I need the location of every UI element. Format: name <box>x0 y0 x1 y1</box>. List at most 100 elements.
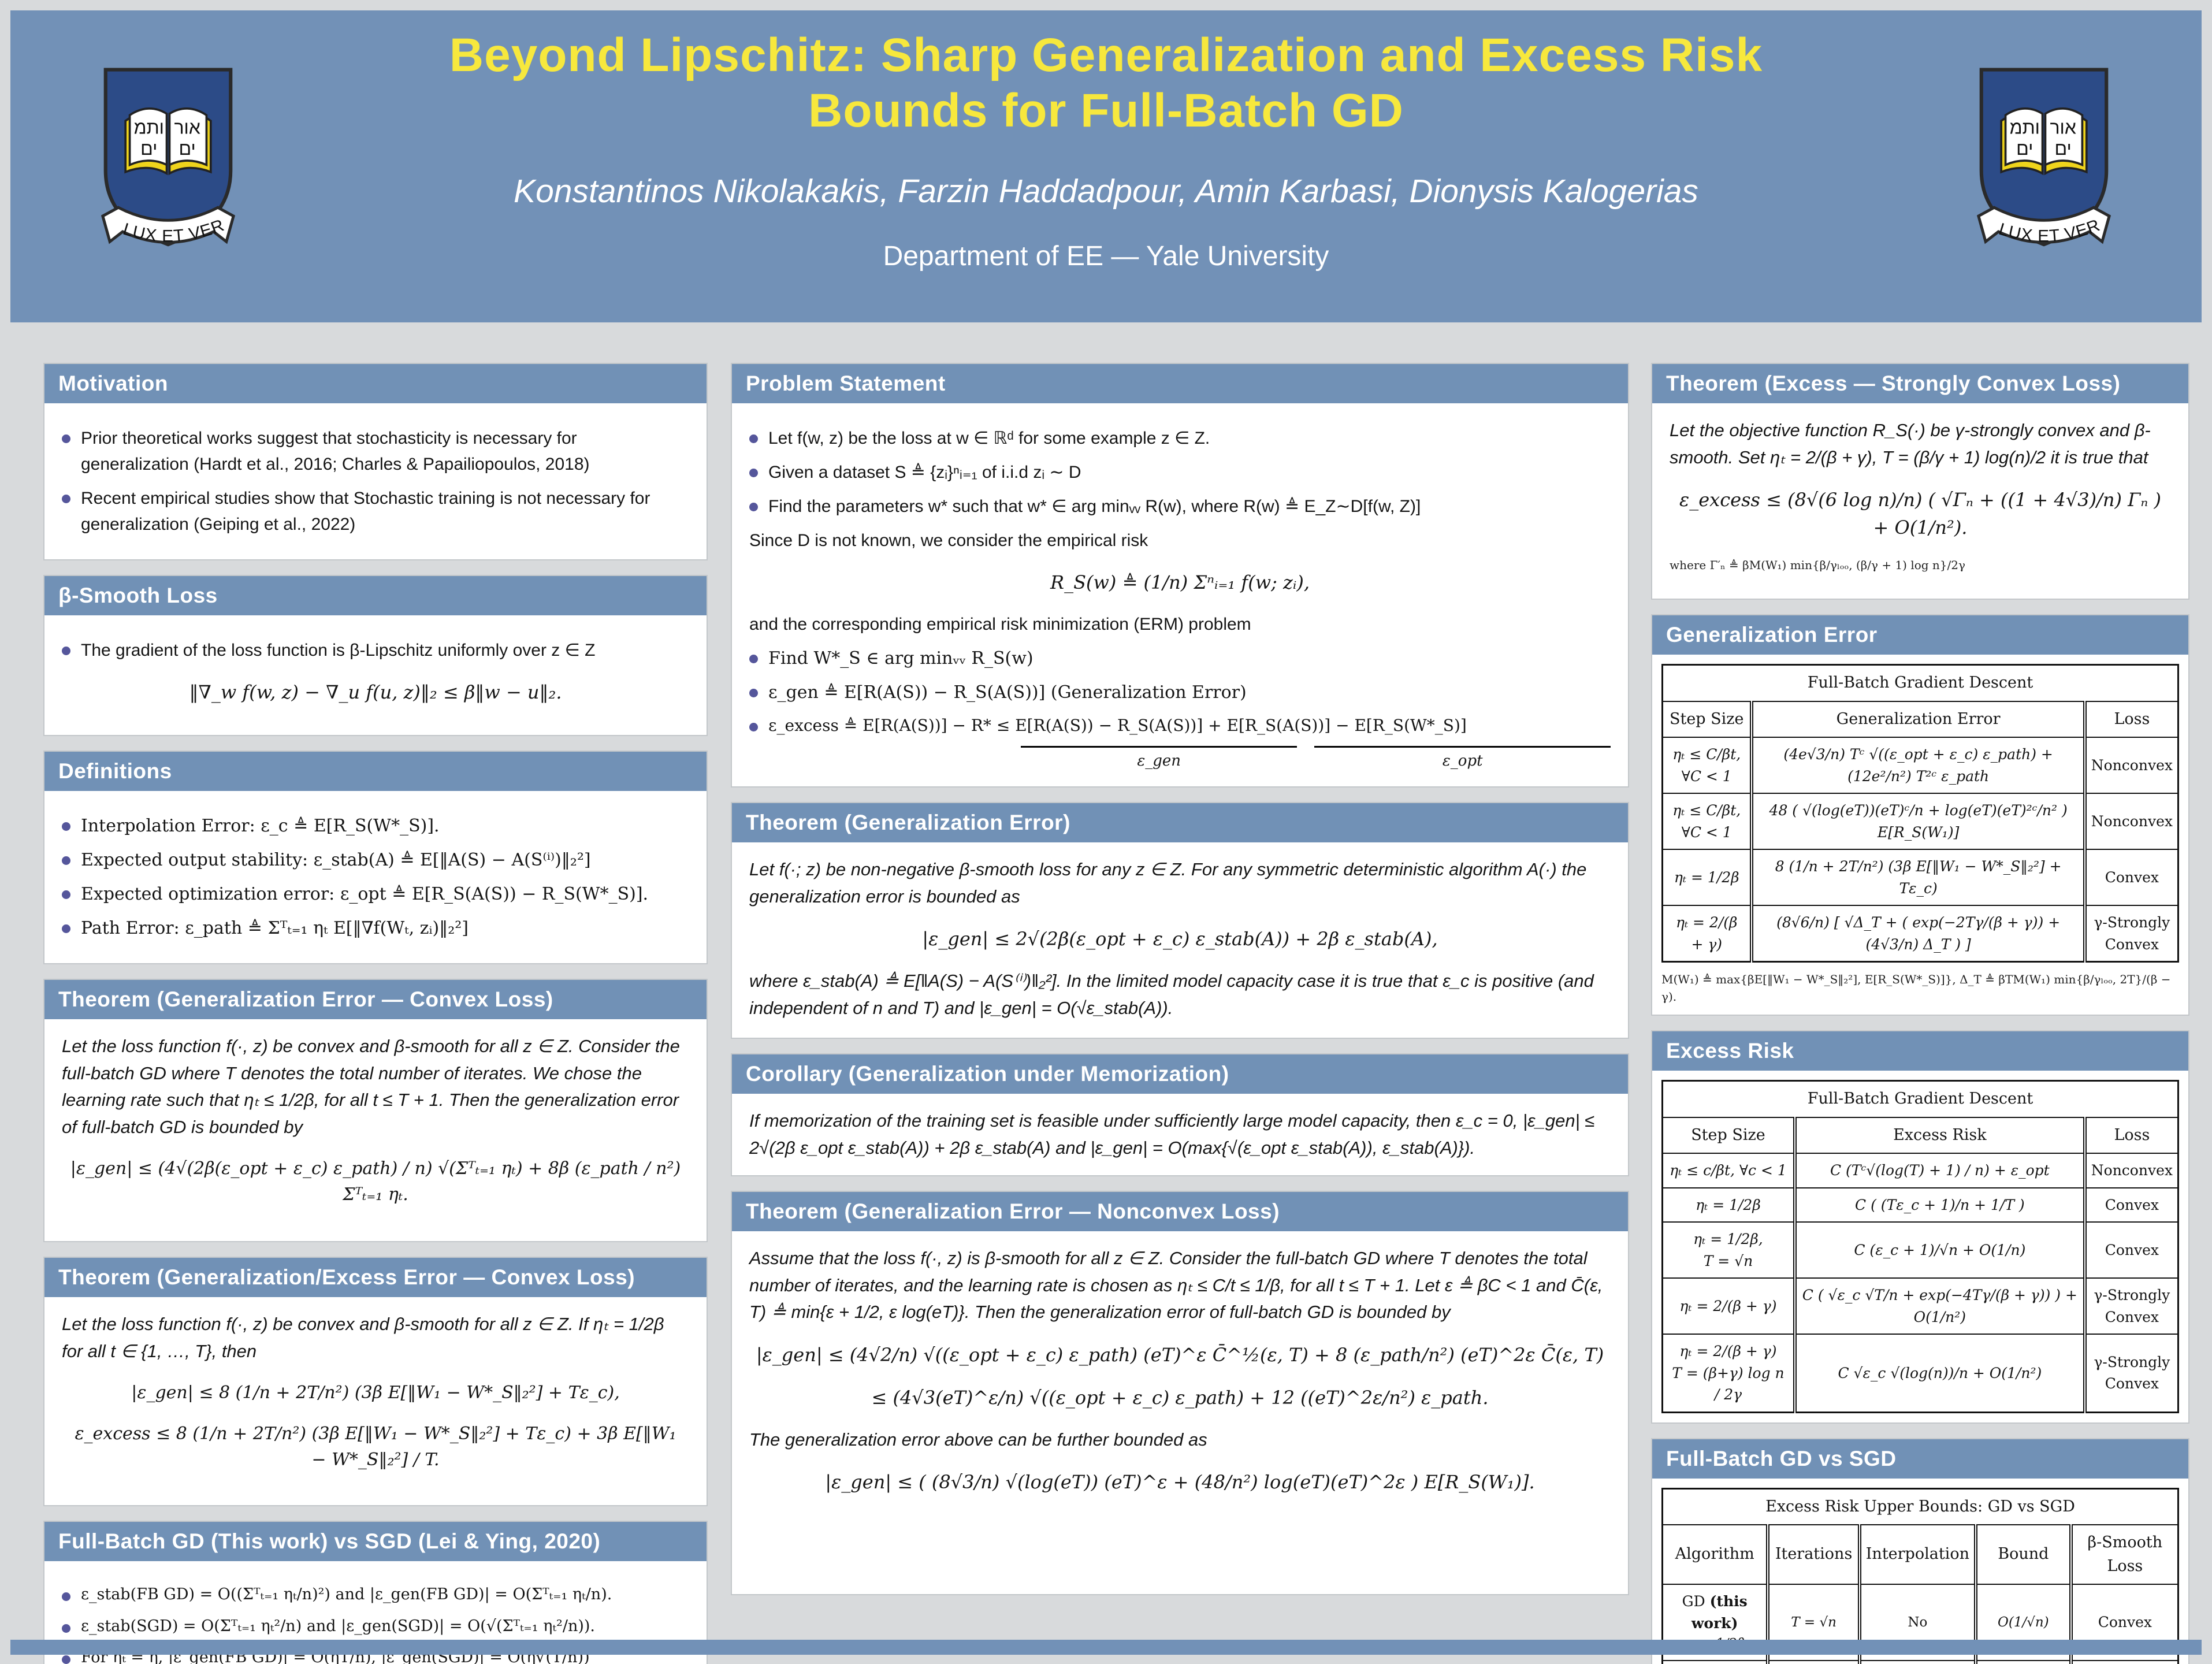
bullet-icon <box>749 655 758 663</box>
excess-risk-table: Full-Batch Gradient Descent Step Size Ex… <box>1661 1080 2179 1413</box>
section-title: Definitions <box>58 759 172 783</box>
hebrew-text: ים <box>2055 138 2072 159</box>
bullet-text: Given a dataset S ≜ {zᵢ}ⁿᵢ₌₁ of i.i.d zᵢ… <box>768 463 1081 482</box>
yale-logo-right: אור ים ותמ ים LUX ET VERITAS <box>1973 65 2111 247</box>
generalization-error-table: Full-Batch Gradient Descent Step Size Ge… <box>1661 664 2179 963</box>
section-title: Full-Batch GD vs SGD <box>1666 1446 1897 1470</box>
hebrew-text: ים <box>179 138 196 159</box>
section-title: Problem Statement <box>746 372 946 395</box>
bullet-icon <box>62 1655 70 1664</box>
section-body: Let f(·; z) be non-negative β-smooth los… <box>732 842 1628 1038</box>
bullet-text: Find W*_S ∈ arg minᵥᵥ R_S(w) <box>768 648 1033 668</box>
cell-loss: Convex <box>2083 1221 2179 1279</box>
cell-loss: Convex <box>2083 1187 2179 1223</box>
algorithm-name: GD (this work) <box>1668 1591 1761 1634</box>
section-header: Theorem (Generalization/Excess Error — C… <box>44 1258 707 1297</box>
cell-bound: (4e√3/n) Tᶜ √((ε_opt + ε_c) ε_path) + (1… <box>1750 737 2085 794</box>
box-beta-smooth-loss: β-Smooth Loss The gradient of the loss f… <box>43 575 708 736</box>
cell-loss: Nonconvex <box>2083 737 2179 794</box>
table-row: ηₜ = 2/(β + γ) T = (β+γ) log n / 2γ C √ε… <box>1661 1334 2179 1413</box>
section-header: Theorem (Generalization Error — Convex L… <box>44 980 707 1019</box>
section-body: Let the loss function f(·, z) be convex … <box>44 1019 707 1241</box>
cell-interpolation: No <box>1857 1659 1976 1664</box>
bullet-text: Prior theoretical works suggest that sto… <box>81 429 590 474</box>
cell-algorithm: SGDηₜ = 1/√T(Lei & Ying, 2020b) <box>1661 1659 1769 1664</box>
bullet-icon <box>749 723 758 731</box>
header-band: אור ים ותמ ים LUX ET VERITAS אור ים ותמ … <box>10 10 2202 322</box>
cell-loss: Convex <box>2083 849 2179 906</box>
cell-bound: O(1/√n) <box>1973 1659 2072 1664</box>
gd-vs-sgd-table: Excess Risk Upper Bounds: GD vs SGD Algo… <box>1661 1487 2179 1664</box>
bullet-item: The gradient of the loss function is β-L… <box>62 637 689 663</box>
col-header-iterations: Iterations <box>1766 1524 1860 1585</box>
section-body: Let the loss function f(·, z) be convex … <box>44 1297 707 1505</box>
section-header: Definitions <box>44 752 707 791</box>
cell-bound: 48 ( √(log(eT))(eT)ᶜ/n + log(eT)(eT)²ᶜ/n… <box>1750 793 2085 850</box>
col-header-interpolation: Interpolation <box>1857 1524 1976 1585</box>
cell-bound: C ( √ε_c √T/n + exp(−4Tγ/(β + γ)) ) + O(… <box>1793 1277 2085 1335</box>
table-row: ηₜ = 2/(β + γ) (8√6/n) [ √Δ_T + ( exp(−2… <box>1661 905 2179 963</box>
definition-text: Path Error: ε_path ≜ Σᵀₜ₌₁ ηₜ E[‖∇f(Wₜ, … <box>81 918 469 938</box>
table-row: ηₜ ≤ C/βt, ∀C < 1 48 ( √(log(eT))(eT)ᶜ/n… <box>1661 793 2179 850</box>
formula: ε_excess ≤ 8 (1/n + 2T/n²) (3β E[‖W₁ − W… <box>75 1424 676 1470</box>
cell-step: ηₜ = 2/(β + γ) <box>1661 1277 1795 1335</box>
bullet-item: Expected optimization error: ε_opt ≜ E[R… <box>62 881 689 907</box>
col-header-smooth-loss: β-Smooth Loss <box>2069 1524 2179 1585</box>
theorem-body: Let the loss function f(·, z) be convex … <box>62 1036 680 1137</box>
definition-text: Expected output stability: ε_stab(A) ≜ E… <box>81 850 591 870</box>
box-generalization-error-table: Generalization Error Full-Batch Gradient… <box>1651 614 2189 1016</box>
cell-loss: γ-Strongly Convex <box>2083 1334 2179 1413</box>
section-title: Theorem (Generalization/Excess Error — C… <box>58 1265 635 1289</box>
section-header: Excess Risk <box>1652 1031 2188 1071</box>
hebrew-text: ים <box>2016 138 2033 159</box>
box-excess-risk-table: Excess Risk Full-Batch Gradient Descent … <box>1651 1030 2189 1424</box>
cell-step: ηₜ = 2/(β + γ) <box>1661 905 1753 963</box>
banner-ribbon <box>1976 206 2111 244</box>
formula: ≤ (4√3(eT)^ε/n) √((ε_opt + ε_c) ε_path) … <box>871 1386 1489 1409</box>
section-title: Theorem (Excess — Strongly Convex Loss) <box>1666 372 2121 395</box>
table-span-row: Full-Batch Gradient Descent <box>1661 1080 2179 1118</box>
paragraph: Since D is not known, we consider the em… <box>749 531 1148 550</box>
cell-loss: Convex <box>2069 1659 2179 1664</box>
hebrew-text: ותמ <box>2010 117 2040 138</box>
col-header-generalization-error: Generalization Error <box>1750 700 2085 738</box>
col-header-loss: Loss <box>2083 700 2179 738</box>
cell-step: ηₜ = 2/(β + γ) T = (β+γ) log n / 2γ <box>1661 1334 1795 1413</box>
underbrace-label: ε_opt <box>1314 746 1611 772</box>
bullet-item: Recent empirical studies show that Stoch… <box>62 485 689 537</box>
cell-iterations: T = n <box>1766 1659 1860 1664</box>
bullet-icon <box>749 689 758 697</box>
theorem-body: where ε_stab(A) ≜ E[‖A(S) − A(S⁽ⁱ⁾)‖₂²].… <box>749 971 1594 1018</box>
formula: |ε_gen| ≤ 2√(2β(ε_opt + ε_c) ε_stab(A)) … <box>922 928 1438 950</box>
bullet-icon <box>749 434 758 443</box>
section-title: Motivation <box>58 372 168 395</box>
section-header: β-Smooth Loss <box>44 576 707 615</box>
cell-step: ηₜ ≤ C/βt, ∀C < 1 <box>1661 793 1753 850</box>
box-definitions: Definitions Interpolation Error: ε_c ≜ E… <box>43 751 708 964</box>
section-title: Theorem (Generalization Error — Convex L… <box>58 987 553 1011</box>
bullet-item: Path Error: ε_path ≜ Σᵀₜ₌₁ ηₜ E[‖∇f(Wₜ, … <box>62 915 689 941</box>
formula: ‖∇_w f(w, z) − ∇_u f(u, z)‖₂ ≤ β‖w − u‖₂… <box>189 681 562 703</box>
col-header-step-size: Step Size <box>1661 700 1753 738</box>
bullet-item: ε_stab(FB GD) = O((Σᵀₜ₌₁ ηₜ/n)²) and |ε_… <box>62 1583 689 1607</box>
cell-step: ηₜ = 1/2β <box>1661 849 1753 906</box>
section-header: Problem Statement <box>732 364 1628 403</box>
bullet-text: ε_stab(SGD) = O(Σᵀₜ₌₁ ηₜ²/n) and |ε_gen(… <box>81 1617 596 1635</box>
cell-bound: C ( (Tε_c + 1)/n + 1/T ) <box>1793 1187 2085 1223</box>
corollary-body: If memorization of the training set is f… <box>749 1110 1595 1158</box>
bullet-item: ε_stab(SGD) = O(Σᵀₜ₌₁ ηₜ²/n) and |ε_gen(… <box>62 1615 689 1639</box>
bullet-icon <box>62 495 70 503</box>
column-right: Theorem (Excess — Strongly Convex Loss) … <box>1651 363 2189 1664</box>
bullet-icon <box>749 469 758 477</box>
table-row: ηₜ = 1/2β 8 (1/n + 2T/n²) (3β E[‖W₁ − W*… <box>1661 849 2179 906</box>
table-footnote: M(W₁) ≜ max{βE[‖W₁ − W*_S‖₂²], E[R_S(W*_… <box>1661 972 2171 1004</box>
bullet-list: Prior theoretical works suggest that sto… <box>62 425 689 537</box>
box-problem-statement: Problem Statement Let f(w, z) be the los… <box>731 363 1629 788</box>
table-header-row: Step Size Excess Risk Loss <box>1661 1116 2179 1154</box>
table-row: ηₜ = 1/2β, T = √n C (ε_c + 1)/√n + O(1/n… <box>1661 1221 2179 1279</box>
section-title: Theorem (Generalization Error) <box>746 811 1070 834</box>
bullet-icon <box>62 1592 70 1601</box>
section-header: Generalization Error <box>1652 615 2188 655</box>
col-header-loss: Loss <box>2083 1116 2179 1154</box>
